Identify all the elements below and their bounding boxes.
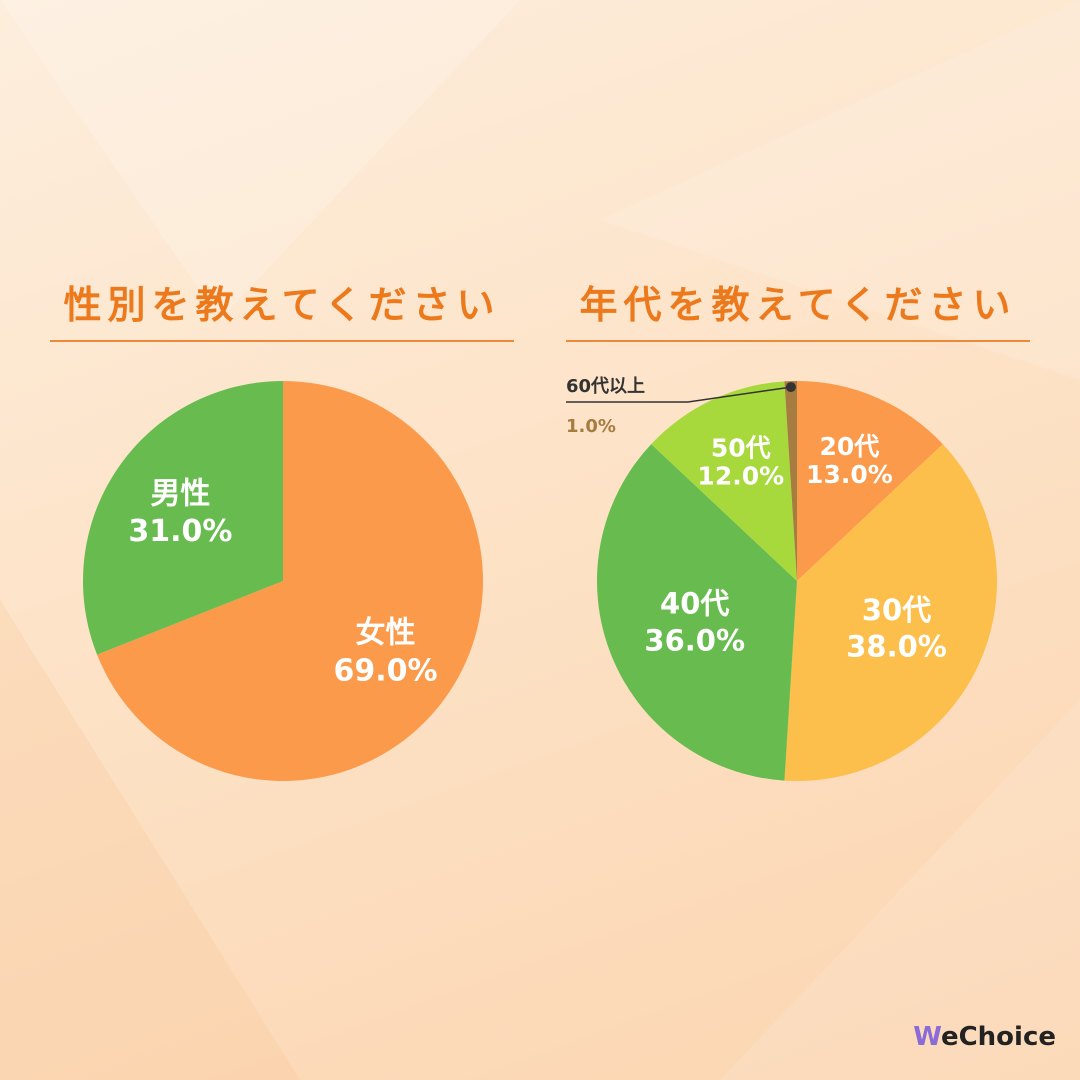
slice-value-5: 1.0% — [566, 416, 616, 437]
gender-chart-title: 性別を教えてください — [50, 270, 514, 342]
slice-value-1: 69.0% — [334, 653, 438, 688]
slice-value-2: 38.0% — [846, 630, 947, 664]
pie-slice-2 — [82, 381, 283, 655]
slice-label-2: 30代 — [862, 593, 931, 627]
callout-dot — [785, 382, 796, 393]
pie-slice-3 — [597, 444, 797, 781]
wechoice-logo: WeChoice — [913, 1022, 1056, 1052]
pie-slice-1 — [97, 381, 483, 781]
gender-panel: 性別を教えてください 女性 69.0% 男性 31.0% — [50, 270, 514, 781]
slice-value-3: 36.0% — [644, 623, 745, 657]
slice-label-3: 40代 — [660, 586, 729, 620]
slice-label-2: 男性 — [150, 476, 210, 511]
slice-label-1: 女性 — [356, 616, 416, 651]
pie-slice-1 — [797, 381, 943, 581]
age-chart-title: 年代を教えてください — [566, 270, 1030, 342]
pie-slice-2 — [784, 444, 997, 781]
slice-value-2: 31.0% — [128, 514, 232, 549]
callout-line — [566, 386, 792, 403]
slice-label-1: 20代 — [820, 432, 880, 461]
pie-slice-4 — [651, 381, 797, 581]
slice-value-1: 13.0% — [806, 460, 893, 489]
age-panel: 年代を教えてください 20代 13.0% 30代 38.0% 40代 36.0% 50代 12… — [566, 270, 1030, 781]
slice-label-4: 50代 — [711, 434, 771, 463]
slice-value-4: 12.0% — [697, 462, 784, 491]
pie-slice-5 — [784, 381, 797, 581]
slice-label-5: 60代以上 — [566, 376, 645, 397]
